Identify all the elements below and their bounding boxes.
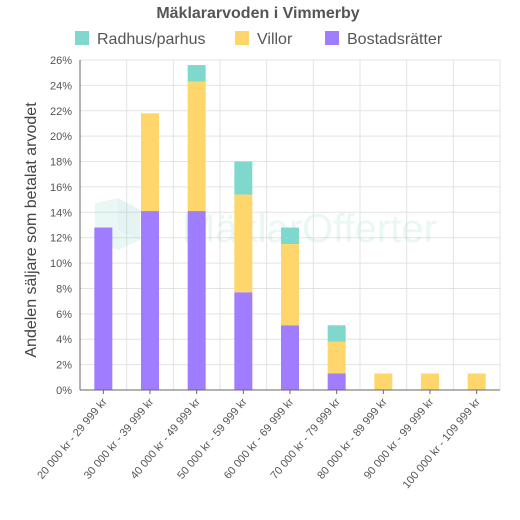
- bar-segment-bostadsr-tter: [141, 211, 159, 390]
- legend-swatch-bostadsr-tter: [325, 31, 339, 45]
- bars: [94, 65, 486, 390]
- bar-segment-radhus-parhus: [234, 161, 253, 195]
- chart-title: Mäklararvoden i Vimmerby: [156, 5, 359, 22]
- y-tick-label: 2%: [56, 360, 72, 372]
- y-tick-label: 0%: [56, 385, 72, 397]
- bar-segment-bostadsr-tter: [281, 325, 299, 390]
- y-tick-label: 4%: [56, 334, 72, 346]
- bar-segment-bostadsr-tter: [94, 227, 113, 390]
- y-tick-label: 18%: [50, 157, 72, 169]
- bar-segment-bostadsr-tter: [187, 211, 206, 390]
- y-tick-label: 14%: [50, 207, 72, 219]
- legend-swatch-radhus-parhus: [75, 31, 89, 45]
- bar-segment-villor: [281, 244, 299, 326]
- bar-segment-villor: [234, 194, 253, 293]
- y-tick-label: 22%: [50, 106, 72, 118]
- bar-segment-villor: [421, 373, 439, 390]
- y-tick-label: 24%: [50, 80, 72, 92]
- y-axis-label: Andelen säljare som betalat arvodet: [23, 102, 40, 358]
- bar-segment-villor: [187, 81, 206, 212]
- legend-label-villor: Villor: [257, 31, 293, 48]
- y-tick-label: 6%: [56, 309, 72, 321]
- bar-segment-villor: [141, 113, 159, 212]
- bar-segment-radhus-parhus: [281, 227, 299, 245]
- bar-segment-villor: [374, 373, 393, 390]
- legend-swatch-villor: [235, 31, 249, 45]
- y-tick-label: 8%: [56, 283, 72, 295]
- y-tick-label: 10%: [50, 258, 72, 270]
- bar-segment-villor: [467, 373, 486, 390]
- y-tick-label: 16%: [50, 182, 72, 194]
- y-tick-label: 26%: [50, 55, 72, 67]
- y-tick-label: 12%: [50, 233, 72, 245]
- legend-label-radhus-parhus: Radhus/parhus: [97, 31, 206, 48]
- watermark: MäklarOfferter: [95, 198, 437, 251]
- bar-segment-villor: [327, 341, 346, 374]
- watermark-text: MäklarOfferter: [182, 207, 437, 251]
- bar-segment-radhus-parhus: [327, 325, 346, 342]
- bar-segment-bostadsr-tter: [234, 292, 253, 390]
- legend-label-bostadsr-tter: Bostadsrätter: [347, 31, 443, 48]
- bar-segment-bostadsr-tter: [327, 373, 346, 390]
- bar-segment-radhus-parhus: [187, 65, 206, 82]
- y-tick-labels: 0% 2% 4% 6% 8% 10% 12% 14% 16% 18% 20% 22% 24% 26%: [50, 55, 72, 397]
- x-tick-label: 100 000 kr - 109 999 kr: [401, 396, 484, 491]
- legend: Radhus/parhus Villor Bostadsrätter: [75, 31, 443, 48]
- y-tick-label: 20%: [50, 131, 72, 143]
